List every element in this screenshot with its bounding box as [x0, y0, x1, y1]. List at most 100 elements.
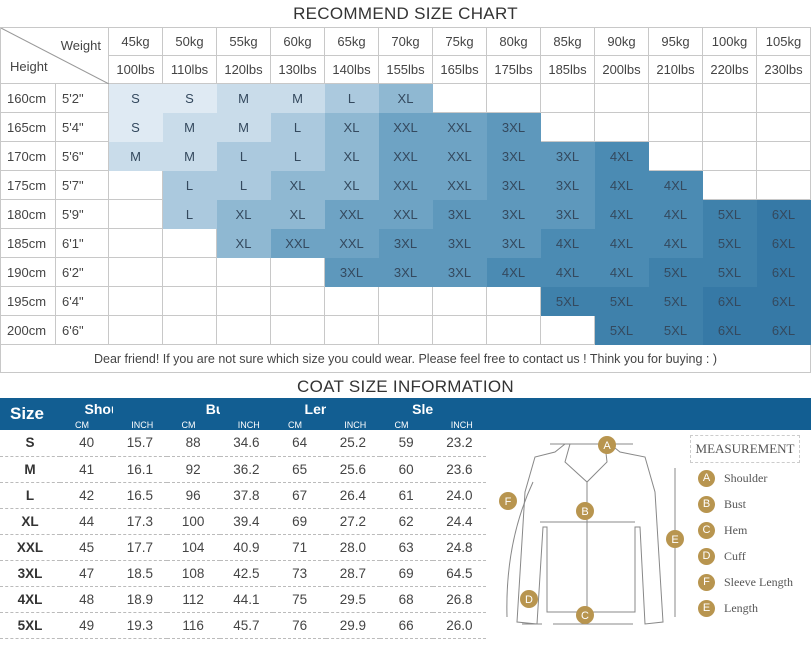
height-ft: 6'6": [55, 315, 109, 345]
size-cell: [648, 112, 703, 142]
coat-row: XXL 45 17.7 104 40.9 71 28.0 63 24.8: [0, 534, 486, 561]
measurement-value: 16.1: [113, 456, 167, 483]
size-cell: [756, 112, 811, 142]
measurement-value: 19.3: [113, 612, 167, 639]
size-cell: [162, 257, 217, 287]
size-cell: [756, 170, 811, 200]
size-cell: 5XL: [648, 286, 703, 316]
size-cell: [540, 83, 595, 113]
size-cell: 6XL: [702, 315, 757, 345]
measurement-value: 96: [166, 482, 220, 509]
corner-header: Weight Height: [0, 27, 109, 84]
measurement-value: 39.4: [219, 508, 273, 535]
letter-badge-icon: F: [698, 574, 715, 591]
size-cell: XXL: [270, 228, 325, 258]
svg-text:F: F: [505, 496, 512, 508]
diagonal-divider: [1, 28, 109, 84]
height-cm: 180cm: [0, 199, 56, 229]
weight-lbs-header: 230lbs: [756, 55, 811, 84]
measurement-value: 44.1: [219, 586, 273, 613]
measurement-value: 44: [60, 508, 114, 535]
size-cell: L: [216, 141, 271, 171]
weight-kg-header: 60kg: [270, 27, 325, 56]
measurement-value: 37.8: [219, 482, 273, 509]
legend-label: Cuff: [724, 549, 746, 563]
size-cell: [648, 141, 703, 171]
measurement-value: 24.0: [432, 482, 486, 509]
measurement-value: 49: [60, 612, 114, 639]
recommend-size-chart-title: RECOMMEND SIZE CHART: [293, 4, 518, 23]
height-ft: 6'1": [55, 228, 109, 258]
size-cell: 5XL: [702, 228, 757, 258]
letter-badge-icon: D: [698, 548, 715, 565]
size-cell: [216, 315, 271, 345]
size-cell: 6XL: [756, 315, 811, 345]
size-cell: M: [162, 112, 217, 142]
measurement-value: 76: [273, 612, 327, 639]
height-cm: 195cm: [0, 286, 56, 316]
size-cell: 3XL: [540, 141, 595, 171]
weight-lbs-header: 165lbs: [432, 55, 487, 84]
measurement-value: 17.3: [113, 508, 167, 535]
size-cell: L: [270, 141, 325, 171]
weight-lbs-header: 120lbs: [216, 55, 271, 84]
size-cell: M: [270, 83, 325, 113]
unit-header: INCH: [432, 398, 486, 430]
height-label: Height: [10, 59, 48, 74]
size-cell: [108, 170, 163, 200]
measurement-value: 45.7: [219, 612, 273, 639]
unit-label: CM: [394, 420, 409, 430]
size-cell: 5XL: [540, 286, 595, 316]
measurement-value: 17.7: [113, 534, 167, 561]
size-cell: [378, 286, 433, 316]
height-ft: 5'7": [55, 170, 109, 200]
unit-header: ShoulderCM: [60, 398, 145, 430]
size-cell: S: [108, 83, 163, 113]
size-cell: 5XL: [594, 315, 649, 345]
size-cell: 4XL: [486, 257, 541, 287]
size-cell: [162, 286, 217, 316]
size-cell: [270, 315, 325, 345]
unit-header: LengthCM: [273, 398, 351, 430]
size-label: XL: [0, 508, 60, 535]
unit-label: CM: [181, 420, 196, 430]
coat-row: M 41 16.1 92 36.2 65 25.6 60 23.6: [0, 456, 486, 483]
letter-badge-icon: A: [698, 470, 715, 487]
measurement-value: 64: [273, 430, 327, 457]
size-cell: [270, 257, 325, 287]
size-cell: [162, 228, 217, 258]
size-cell: XXL: [432, 170, 487, 200]
size-cell: 3XL: [432, 257, 487, 287]
height-ft: 6'2": [55, 257, 109, 287]
height-cm: 190cm: [0, 257, 56, 287]
svg-text:D: D: [525, 594, 533, 606]
size-cell: L: [216, 170, 271, 200]
weight-kg-header: 80kg: [486, 27, 541, 56]
size-cell: [108, 286, 163, 316]
size-label: 5XL: [0, 612, 60, 639]
size-cell: 3XL: [324, 257, 379, 287]
legend-item: B Bust: [698, 496, 746, 513]
weight-kg-header: 105kg: [756, 27, 811, 56]
weight-lbs-header: 100lbs: [108, 55, 163, 84]
svg-text:B: B: [581, 506, 588, 518]
svg-text:E: E: [671, 534, 678, 546]
size-cell: XXL: [378, 141, 433, 171]
size-cell: [486, 315, 541, 345]
size-cell: [702, 170, 757, 200]
size-cell: L: [162, 199, 217, 229]
unit-header: INCH: [326, 398, 380, 430]
measurement-value: 24.4: [432, 508, 486, 535]
measurement-value: 23.2: [432, 430, 486, 457]
size-cell: 4XL: [594, 141, 649, 171]
measurement-value: 25.6: [326, 456, 380, 483]
coat-row: S 40 15.7 88 34.6 64 25.2 59 23.2: [0, 430, 486, 457]
jacket-diagram: A B C D F E: [499, 436, 684, 625]
size-cell: XL: [324, 141, 379, 171]
measurement-value: 67: [273, 482, 327, 509]
unit-label: CM: [288, 420, 302, 430]
size-cell: [108, 228, 163, 258]
size-cell: [432, 315, 487, 345]
measurement-value: 108: [166, 560, 220, 587]
height-cm: 200cm: [0, 315, 56, 345]
